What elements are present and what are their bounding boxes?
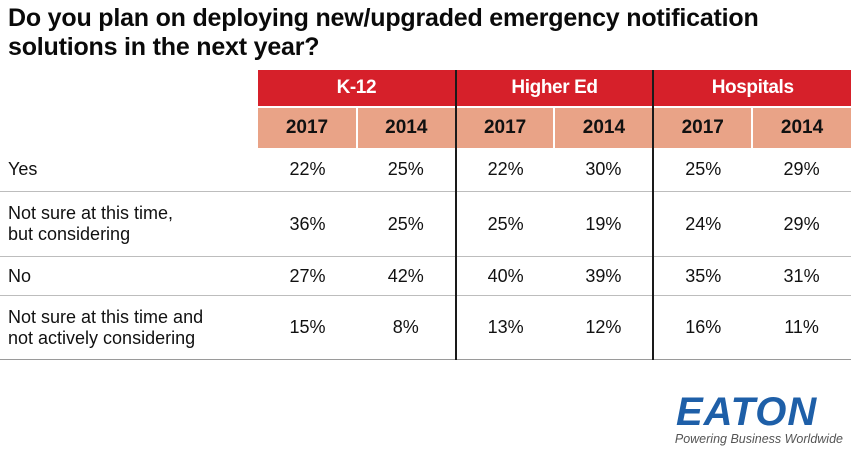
table-row-not-sure-considering: Not sure at this time, but considering 3…	[0, 191, 851, 257]
row-label: No	[0, 256, 259, 296]
group-header-higher-ed: Higher Ed	[454, 70, 654, 107]
year-header: 2014	[751, 106, 851, 148]
survey-table: K-12 Higher Ed Hospitals 2017 2014 2017 …	[0, 70, 851, 360]
table-cell: 22%	[258, 148, 357, 192]
eaton-logo: EATON Powering Business Worldwide	[664, 392, 849, 448]
header-blank	[0, 106, 259, 148]
table-cell: 24%	[652, 191, 753, 257]
logo-tagline: Powering Business Worldwide	[674, 432, 843, 446]
row-label-line: not actively considering	[8, 327, 196, 348]
year-header: 2017	[454, 106, 555, 148]
year-header: 2017	[258, 106, 357, 148]
chart-title-line-1: Do you plan on deploying new/upgraded em…	[8, 4, 759, 32]
chart-title: Do you plan on deploying new/upgraded em…	[8, 4, 848, 62]
year-header: 2017	[652, 106, 753, 148]
table-row-not-sure-not-considering: Not sure at this time and not actively c…	[0, 295, 851, 360]
table-cell: 11%	[752, 295, 851, 360]
chart-title-line-2: solutions in the next year?	[8, 33, 320, 61]
table-cell: 29%	[752, 191, 851, 257]
group-header-k12: K-12	[258, 70, 456, 107]
table-cell: 25%	[652, 148, 753, 192]
table-cell: 31%	[752, 256, 851, 296]
row-label: Not sure at this time, but considering	[0, 191, 259, 257]
table-row-no: No 27% 42% 40% 39% 35% 31%	[0, 256, 851, 296]
table-row-yes: Yes 22% 25% 22% 30% 25% 29%	[0, 148, 851, 192]
table-cell: 27%	[258, 256, 357, 296]
table-cell: 29%	[752, 148, 851, 192]
table-cell: 35%	[652, 256, 753, 296]
row-label: Yes	[0, 148, 259, 192]
table-cell: 39%	[554, 256, 654, 296]
table-cell: 40%	[454, 256, 555, 296]
table-cell: 13%	[454, 295, 555, 360]
year-header: 2014	[553, 106, 654, 148]
year-header-row: 2017 2014 2017 2014 2017 2014	[0, 106, 851, 148]
year-header: 2014	[355, 106, 456, 148]
table-cell: 25%	[356, 191, 456, 257]
table-cell: 25%	[356, 148, 456, 192]
table-cell: 25%	[454, 191, 555, 257]
table-cell: 36%	[258, 191, 357, 257]
table-cell: 8%	[356, 295, 456, 360]
header-blank	[0, 70, 258, 107]
row-label-line: Not sure at this time and	[8, 306, 204, 327]
table-cell: 15%	[258, 295, 357, 360]
table-cell: 16%	[652, 295, 753, 360]
table-cell: 19%	[554, 191, 654, 257]
logo-wordmark: EATON	[676, 390, 818, 434]
row-label: Not sure at this time and not actively c…	[0, 295, 259, 360]
table-cell: 42%	[356, 256, 456, 296]
table-cell: 22%	[454, 148, 555, 192]
group-header-row: K-12 Higher Ed Hospitals	[0, 70, 851, 107]
table-cell: 12%	[554, 295, 654, 360]
row-label-line: but considering	[8, 224, 131, 244]
table-cell: 30%	[554, 148, 654, 192]
row-label-line: Not sure at this time,	[8, 203, 174, 223]
group-header-hospitals: Hospitals	[652, 70, 851, 107]
